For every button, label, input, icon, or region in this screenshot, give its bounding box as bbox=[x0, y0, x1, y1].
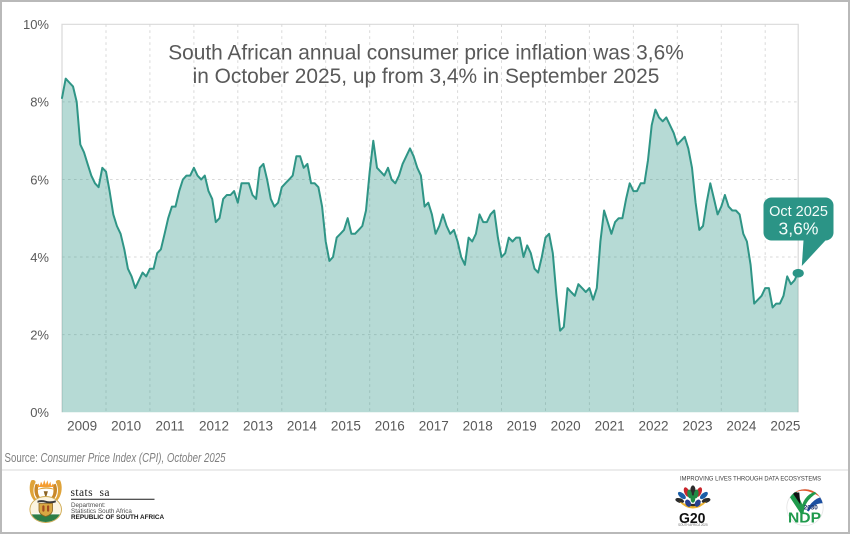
svg-text:2020: 2020 bbox=[551, 419, 581, 434]
svg-text:Source: Consumer Price Index (: Source: Consumer Price Index (CPI), Octo… bbox=[5, 451, 226, 465]
svg-text:2025: 2025 bbox=[770, 419, 800, 434]
svg-text:G20: G20 bbox=[679, 511, 706, 527]
svg-text:2009: 2009 bbox=[67, 419, 97, 434]
svg-text:NDP: NDP bbox=[788, 510, 821, 527]
svg-text:in October 2025, up from 3,4%: in October 2025, up from 3,4% in Septemb… bbox=[193, 65, 660, 88]
svg-text:2013: 2013 bbox=[243, 419, 273, 434]
svg-text:2023: 2023 bbox=[682, 419, 712, 434]
svg-text:2012: 2012 bbox=[199, 419, 229, 434]
svg-text:2030: 2030 bbox=[804, 505, 819, 512]
svg-text:2018: 2018 bbox=[463, 419, 493, 434]
svg-text:2021: 2021 bbox=[595, 419, 625, 434]
svg-text:3,6%: 3,6% bbox=[779, 219, 819, 239]
svg-text:IMPROVING LIVES THROUGH DATA E: IMPROVING LIVES THROUGH DATA ECOSYSTEMS bbox=[680, 475, 821, 482]
svg-text:South African annual consumer: South African annual consumer price infl… bbox=[168, 42, 684, 65]
svg-text:2022: 2022 bbox=[638, 419, 668, 434]
svg-text:2019: 2019 bbox=[507, 419, 537, 434]
svg-text:2014: 2014 bbox=[287, 419, 318, 434]
svg-text:8%: 8% bbox=[30, 95, 49, 110]
svg-text:2016: 2016 bbox=[375, 419, 405, 434]
svg-text:2010: 2010 bbox=[111, 419, 141, 434]
svg-text:2015: 2015 bbox=[331, 419, 361, 434]
svg-text:10%: 10% bbox=[23, 17, 49, 32]
svg-text:2%: 2% bbox=[30, 327, 49, 342]
svg-text:0%: 0% bbox=[30, 405, 49, 420]
svg-text:2024: 2024 bbox=[726, 419, 757, 434]
svg-text:6%: 6% bbox=[30, 172, 49, 187]
svg-text:2017: 2017 bbox=[419, 419, 449, 434]
svg-text:stats sa: stats sa bbox=[71, 487, 110, 499]
svg-text:Oct 2025: Oct 2025 bbox=[769, 204, 828, 220]
svg-text:Statistics South Africa: Statistics South Africa bbox=[71, 508, 132, 515]
svg-text:SOUTH AFRICA 2025: SOUTH AFRICA 2025 bbox=[678, 523, 708, 527]
svg-text:REPUBLIC OF SOUTH AFRICA: REPUBLIC OF SOUTH AFRICA bbox=[71, 514, 165, 521]
svg-text:2011: 2011 bbox=[155, 419, 184, 434]
svg-text:Department:: Department: bbox=[71, 502, 106, 509]
svg-text:4%: 4% bbox=[30, 250, 49, 265]
